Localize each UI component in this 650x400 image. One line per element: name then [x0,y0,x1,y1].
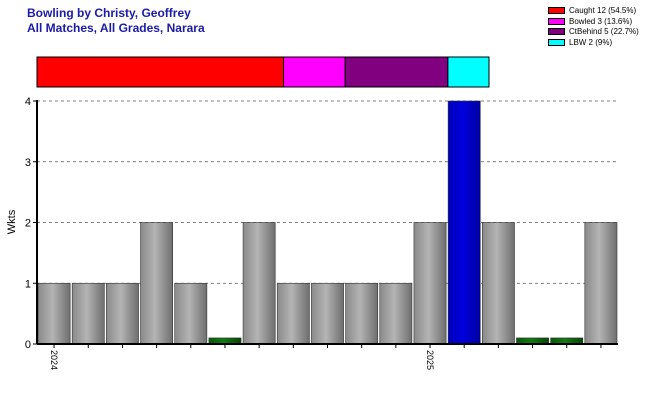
legend-swatch-caught [548,7,565,14]
x-tick-label-0: 2024 [49,350,59,370]
bar-7 [276,282,310,345]
x-tick-label-1: 2025 [425,350,435,370]
y-tick-labels: 0 1 2 3 4 [25,96,37,351]
bar-9 [345,282,379,345]
legend-label-bowled: Bowled 3 (13.6%) [569,16,633,26]
bars [37,100,618,345]
y-axis-label: Wkts [6,209,18,234]
x-ticks: 2024 2025 [49,344,602,370]
bar-10 [379,282,413,345]
y-tick-label-3: 3 [25,157,31,169]
legend-label-caught: Caught 12 (54.5%) [569,6,637,15]
chart-title: Bowling by Christy, Geoffrey [27,6,191,20]
dismissal-segment-2 [344,56,449,88]
bar-0 [37,282,71,345]
dismissal-segment-0 [36,56,285,88]
bar-6 [242,222,276,345]
bar-13 [481,222,515,345]
y-tick-label-2: 2 [25,218,31,230]
grid-lines [37,100,618,284]
bar-12 [447,100,481,345]
dismissal-segment-1 [283,56,346,88]
y-tick-label-1: 1 [25,278,31,290]
bar-3 [140,222,174,345]
bar-16 [584,222,618,345]
bar-2 [106,282,139,345]
dismissal-segment-3 [447,56,490,88]
legend-swatch-bowled [548,17,565,25]
bar-8 [311,282,344,345]
bar-11 [413,222,447,345]
y-tick-label-4: 4 [25,96,31,108]
bar-4 [174,282,208,345]
bar-1 [71,282,105,345]
legend-swatch-lbw [548,38,565,46]
chart-subtitle: All Matches, All Grades, Narara [27,21,205,35]
legend-swatch-ctbehind [548,28,565,35]
dismissal-bar [36,56,490,88]
y-tick-label-0: 0 [25,339,31,351]
legend-label-lbw: LBW 2 (9%) [569,37,613,47]
legend-label-ctbehind: CtBehind 5 (22.7%) [569,27,639,36]
